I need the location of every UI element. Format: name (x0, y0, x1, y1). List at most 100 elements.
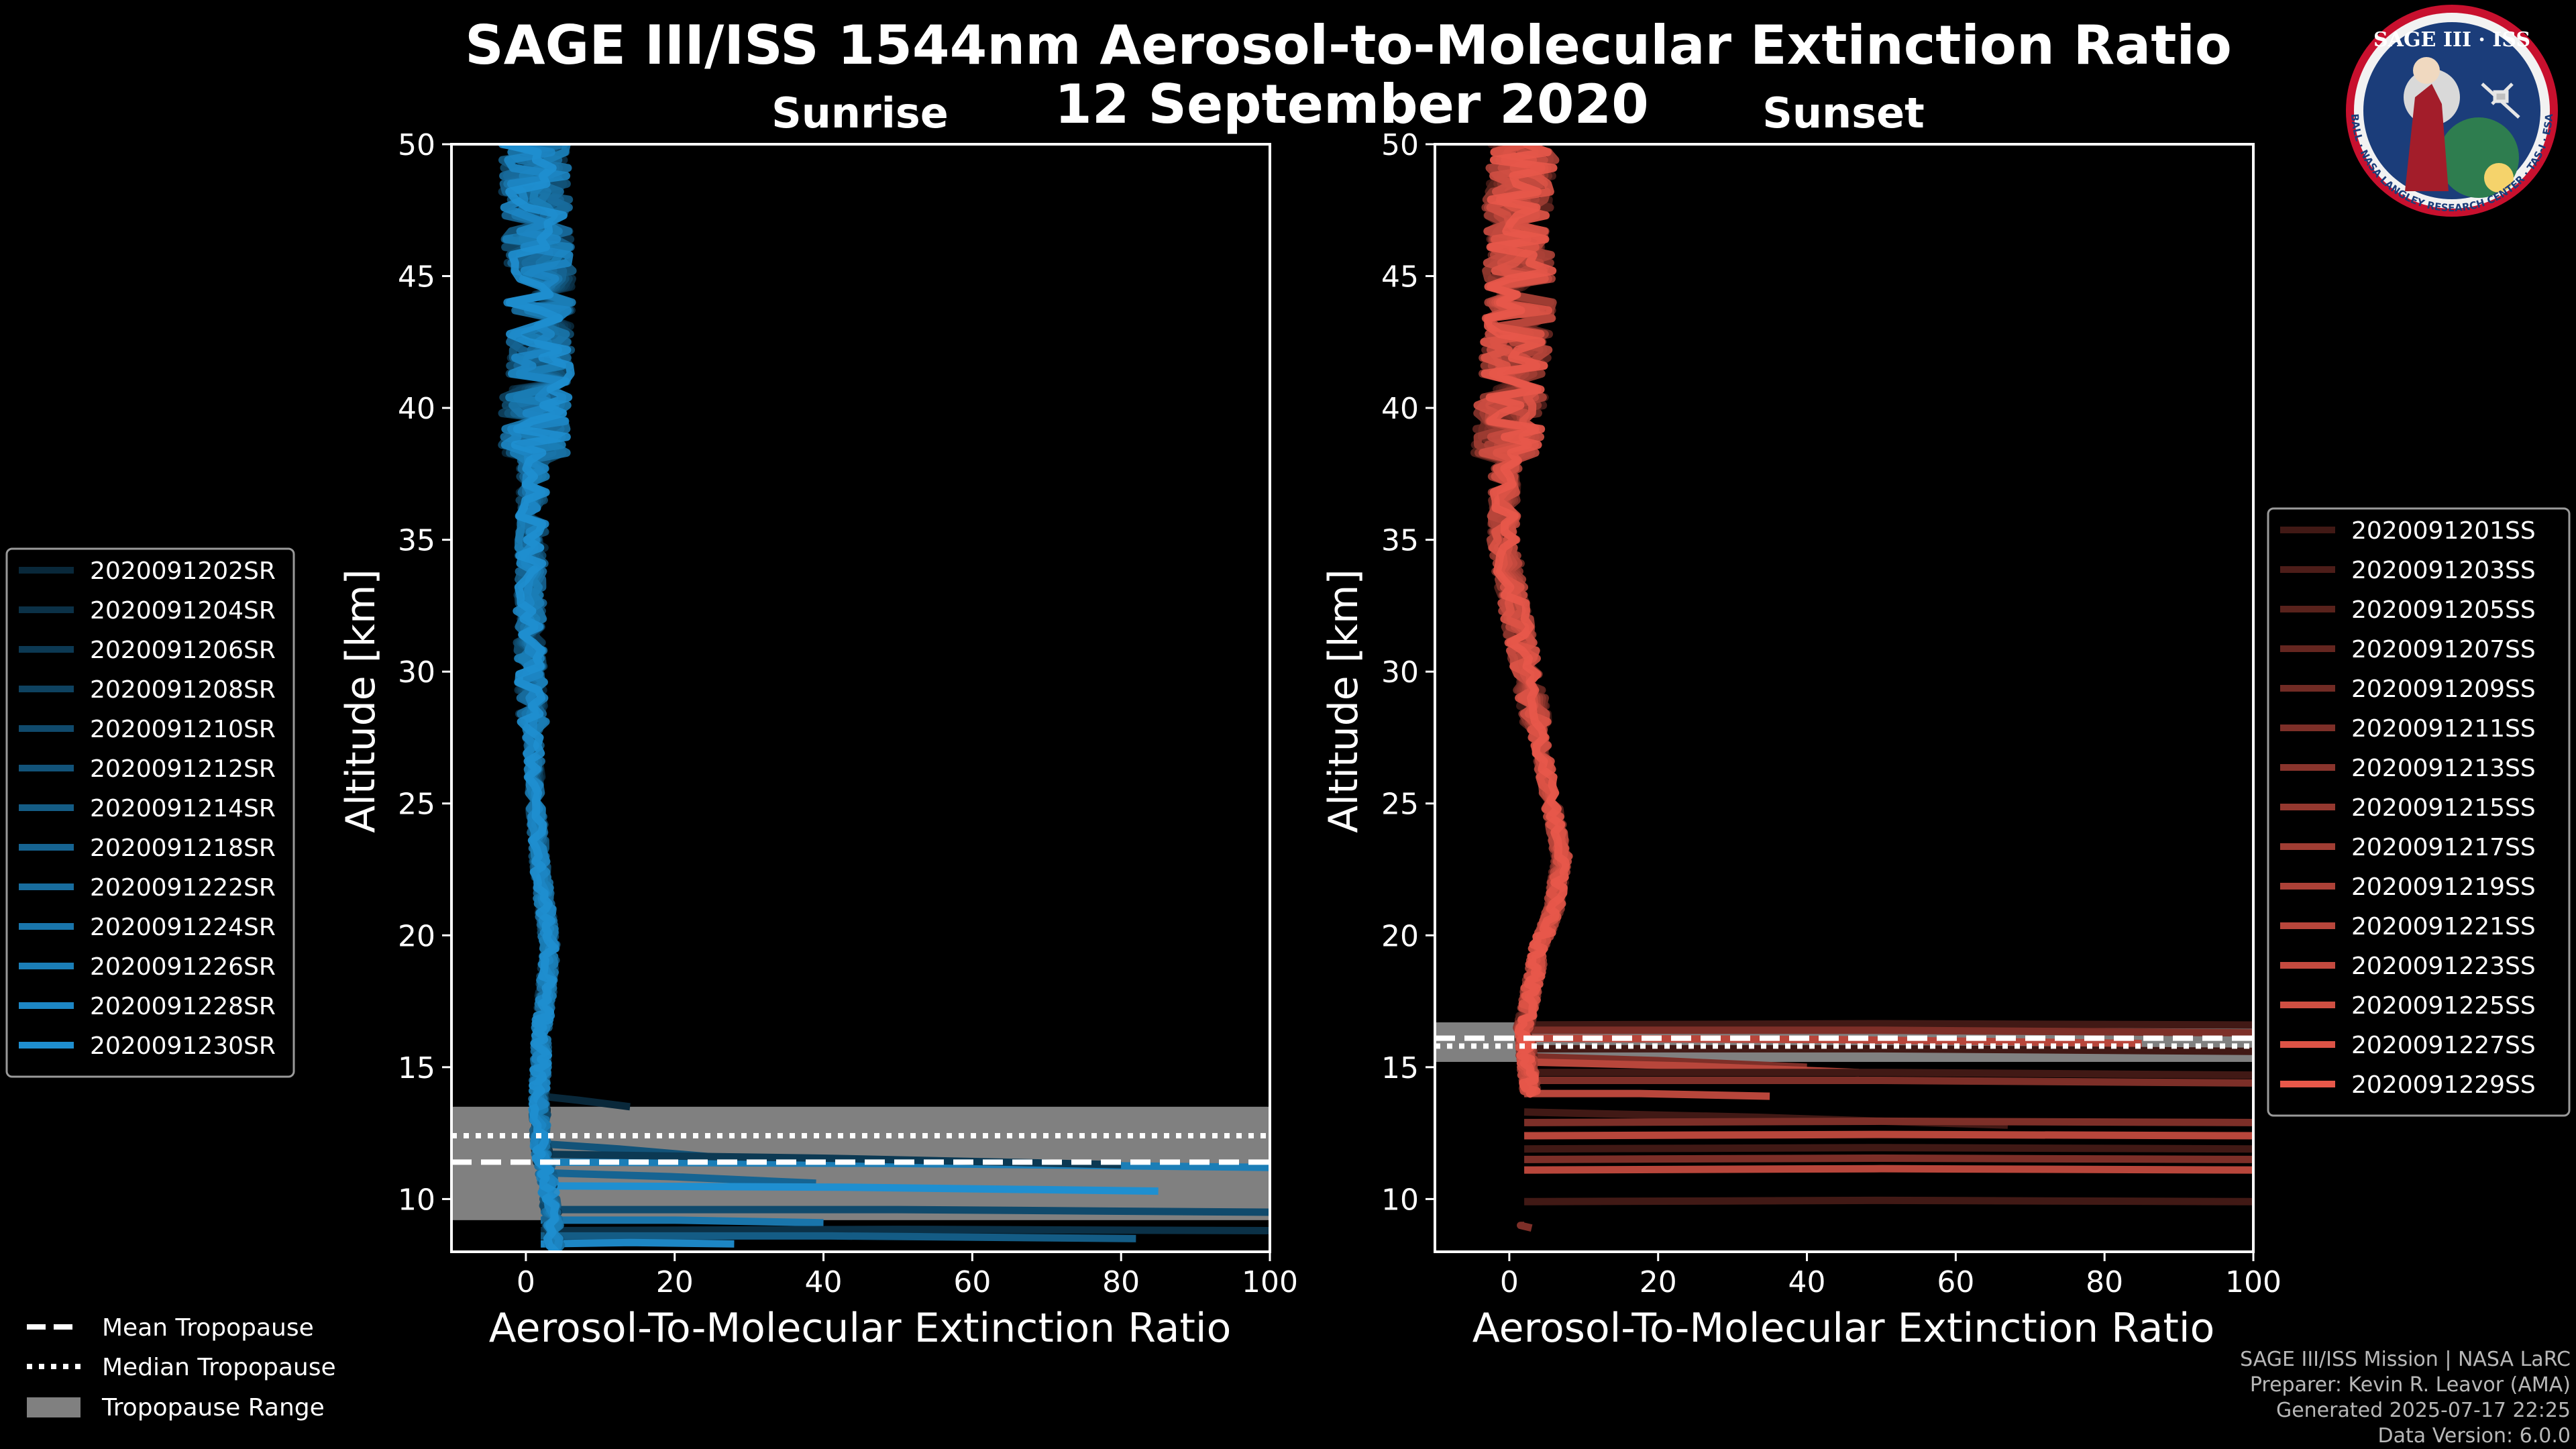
sunset-series-line-2020091229SS (1481, 144, 1570, 1098)
sunrise-excursion-line (541, 1232, 1136, 1242)
sunset-x-tick-label: 80 (2086, 1265, 2123, 1299)
logo-space-station-icon (2481, 83, 2520, 119)
sunrise-plot-clip (451, 144, 1270, 1252)
sunrise-legend-label: 2020091202SR (90, 557, 276, 585)
sunrise-excursion-line (541, 1226, 1270, 1235)
sunset-x-tick-label: 100 (2225, 1265, 2282, 1299)
sunset-panel: Sunset 0 20 40 60 80 100 10 15 20 25 30 35 40 45 50 Ae… (1320, 89, 2282, 1352)
sunrise-legend-label: 2020091230SR (90, 1032, 276, 1060)
sunset-legend-label: 2020091213SS (2351, 755, 2536, 782)
sunrise-panel: Sunrise 0 20 40 60 80 100 10 15 20 25 30 35 40 45 50 A… (337, 89, 1298, 1352)
sunset-x-tick-label: 20 (1640, 1265, 1677, 1299)
sunrise-legend-label: 2020091224SR (90, 914, 276, 941)
sunrise-x-tick-label: 0 (517, 1265, 535, 1299)
sunset-excursion-line (1524, 1196, 2253, 1205)
sunset-legend-label: 2020091209SS (2351, 676, 2536, 703)
credit-line-mission: SAGE III/ISS Mission | NASA LaRC (2240, 1348, 2571, 1371)
sunset-y-tick-label: 15 (1381, 1051, 1419, 1085)
credits-block: SAGE III/ISS Mission | NASA LaRC Prepare… (2240, 1348, 2571, 1448)
figure-title: SAGE III/ISS 1544nm Aerosol-to-Molecular… (465, 14, 2232, 76)
credit-line-version: Data Version: 6.0.0 (2378, 1424, 2571, 1448)
sunset-x-tick-label: 40 (1788, 1265, 1826, 1299)
sunrise-legend-label: 2020091228SR (90, 993, 276, 1020)
sunset-legend-label: 2020091217SS (2351, 834, 2536, 861)
sunset-legend-label: 2020091211SS (2351, 715, 2536, 743)
sunset-y-tick-label: 30 (1381, 655, 1419, 690)
sunrise-panel-title: Sunrise (771, 89, 949, 138)
sunrise-legend-label: 2020091212SR (90, 755, 276, 783)
sunset-y-tick-label: 40 (1381, 392, 1419, 426)
sunrise-x-tick-label: 40 (805, 1265, 843, 1299)
sunset-y-tick-label: 35 (1381, 524, 1419, 558)
credit-line-preparer: Preparer: Kevin R. Leavor (AMA) (2250, 1373, 2571, 1397)
sunset-plot-area: 0 20 40 60 80 100 10 15 20 25 30 35 40 45 50 (1381, 128, 2282, 1299)
sunset-excursion-line (1524, 1117, 2253, 1126)
sunset-legend-label: 2020091229SS (2351, 1071, 2536, 1099)
sunset-legend-label: 2020091225SS (2351, 992, 2536, 1020)
sunset-excursion-line (1524, 1026, 2253, 1037)
sunrise-x-tick-label: 60 (953, 1265, 991, 1299)
tropopause-range-label: Tropopause Range (101, 1394, 325, 1421)
sunrise-axes-frame (450, 143, 1271, 1253)
sunset-axes-frame (1434, 143, 2255, 1253)
logo-wizard-head-icon (2413, 57, 2440, 84)
sunrise-y-tick-label: 45 (398, 260, 435, 294)
sunset-legend-label: 2020091207SS (2351, 636, 2536, 663)
sunset-excursion-line (1524, 1069, 2253, 1079)
figure-date: 12 September 2020 (1055, 73, 1649, 136)
sunset-legend-label: 2020091201SS (2351, 517, 2536, 545)
sunrise-legend-label: 2020091210SR (90, 716, 276, 743)
sunrise-plot-area: 0 20 40 60 80 100 10 15 20 25 30 35 40 45 50 (398, 128, 1298, 1299)
sunrise-legend-label: 2020091226SR (90, 953, 276, 981)
sunset-excursion-line (1517, 1222, 1533, 1232)
sunrise-legend-label: 2020091208SR (90, 676, 276, 704)
sunrise-legend: 2020091202SR 2020091204SR 2020091206SR 2020… (5, 547, 295, 1078)
sunset-excursion-line (1524, 1144, 2253, 1153)
sunrise-x-tick-label: 20 (656, 1265, 694, 1299)
sunrise-y-tick-label: 20 (398, 919, 435, 953)
sunrise-legend-box (5, 547, 295, 1078)
sunset-excursion-line (1524, 1076, 2253, 1087)
sunrise-x-tick-label: 80 (1102, 1265, 1140, 1299)
logo-title: SAGE III · ISS (2373, 28, 2530, 52)
sunrise-excursion-line (541, 1216, 824, 1227)
sunset-y-tick-label: 10 (1381, 1183, 1419, 1217)
sage-iss-logo: SAGE III · ISS BALL · NASA LANGLEY RESEA… (2346, 5, 2558, 217)
sunrise-y-tick-label: 35 (398, 524, 435, 558)
sunset-legend: 2020091201SS 2020091203SS 2020091205SS 2020… (2267, 507, 2571, 1117)
sunrise-excursion-line (541, 1182, 1159, 1195)
sunset-legend-box (2267, 507, 2571, 1117)
sunrise-y-tick-label: 25 (398, 788, 435, 822)
sunset-excursion-line (1524, 1130, 2253, 1140)
sunrise-excursion-line (540, 1092, 631, 1111)
mean-tropopause-label: Mean Tropopause (102, 1314, 314, 1342)
sunset-y-axis-label: Altitude [km] (1320, 569, 1367, 833)
sunset-excursion-line (1524, 1165, 2253, 1174)
sunrise-excursion-line (541, 1238, 735, 1248)
sunrise-x-axis-label: Aerosol-To-Molecular Extinction Ratio (489, 1305, 1232, 1352)
sunrise-y-axis-label: Altitude [km] (337, 569, 384, 833)
sunset-excursion-line (1524, 1154, 2253, 1163)
sunrise-y-tick-label: 40 (398, 392, 435, 426)
median-tropopause-label: Median Tropopause (102, 1354, 336, 1381)
sunrise-legend-label: 2020091204SR (90, 597, 276, 625)
tropopause-range-swatch (27, 1397, 80, 1417)
sunset-legend-label: 2020091227SS (2351, 1032, 2536, 1059)
sunset-excursion-line (1524, 1044, 2253, 1055)
credit-line-generated: Generated 2025-07-17 22:25 (2276, 1399, 2571, 1422)
sunset-legend-label: 2020091219SS (2351, 873, 2536, 901)
sunset-x-tick-label: 0 (1500, 1265, 1519, 1299)
sunset-legend-label: 2020091215SS (2351, 794, 2536, 822)
sunrise-y-tick-label: 50 (398, 128, 435, 162)
sunrise-excursion-line (540, 1169, 816, 1187)
tropopause-legend: Mean Tropopause Median Tropopause Tropop… (27, 1314, 336, 1421)
sunset-y-tick-label: 20 (1381, 919, 1419, 953)
sunset-plot-clip (1435, 144, 2253, 1232)
sunrise-series-line-2020091230SR (500, 144, 575, 1252)
sunrise-y-tick-label: 30 (398, 655, 435, 690)
sunset-x-tick-label: 60 (1937, 1265, 1974, 1299)
logo-sun-icon (2484, 163, 2514, 193)
sunrise-y-tick-label: 10 (398, 1183, 435, 1217)
